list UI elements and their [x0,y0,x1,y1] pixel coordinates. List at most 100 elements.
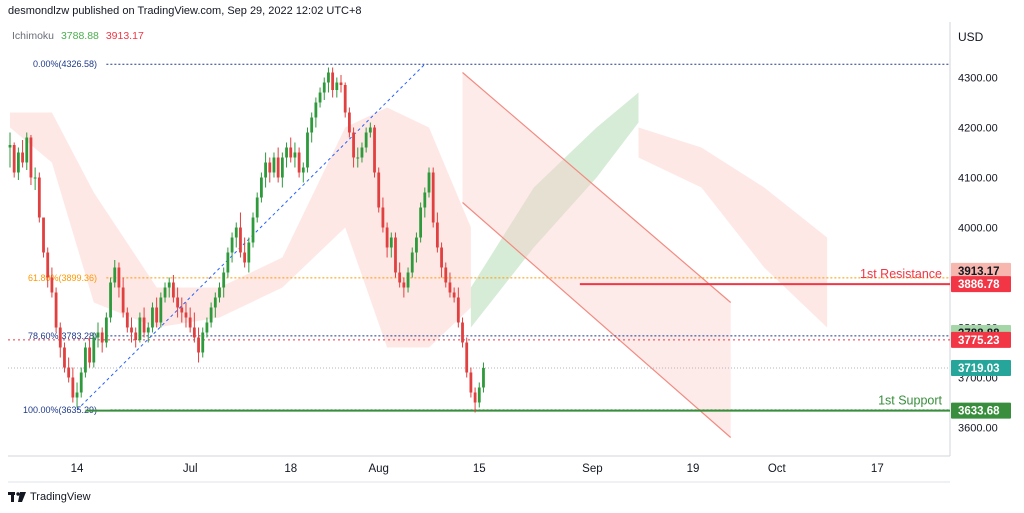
candle-body [134,332,138,340]
candle [310,112,314,143]
candle-body [63,347,66,368]
candle-body [172,282,175,298]
candle [176,287,179,318]
candle [180,297,184,323]
candle-body [12,145,16,173]
candle-body [297,152,301,173]
candle [314,97,318,128]
candle [46,247,50,288]
price-label-badge: 3913.17 [951,262,1011,279]
candle-body [46,252,50,278]
candle-body [482,368,485,388]
candle-body [465,342,469,373]
candle [301,162,305,183]
candle [58,322,62,358]
candle-body [318,92,322,103]
candle [159,292,163,328]
candle-body [285,147,288,158]
candle [377,167,381,213]
candle [251,212,255,248]
indicator-value-b: 3913.17 [105,30,144,42]
candle-body [21,152,24,163]
candle [167,277,171,298]
price-label-badge: 3719.03 [951,359,1011,376]
candle [368,122,372,138]
candle-body [368,127,372,133]
candle [343,82,347,118]
candle [452,287,456,303]
candle [125,307,129,333]
candle [155,297,159,328]
time-axis[interactable]: 14 Jul 18 Aug 15 Sep 19 Oct 17 [71,463,884,475]
candle [142,307,146,338]
candle [50,267,54,298]
time-tick-label: 17 [871,463,884,475]
candle [138,312,142,343]
candle-body [201,332,205,353]
candle-body [92,337,96,363]
time-tick-label: Sep [582,463,602,475]
candle [67,357,71,383]
time-tick-label: 19 [687,463,700,475]
candlestick-series [8,67,485,413]
candle-body [159,297,163,323]
candle [63,342,66,373]
candle [201,327,205,358]
candle [12,142,16,178]
candle-body [477,387,481,403]
candle [444,262,448,288]
candle [8,132,12,168]
candle-body [37,177,41,218]
candle-body [104,317,108,343]
price-label-bg [951,402,1011,419]
candle-body [218,287,221,298]
candle [268,157,272,183]
candle [109,277,112,323]
candle-body [415,237,418,253]
candle [352,127,355,168]
candle-body [339,82,343,85]
candle-body [398,272,402,283]
candle-body [435,222,439,248]
resistance-annotation: 1st Resistance [860,267,942,281]
price-axis[interactable]: 3600.003700.003800.003900.004000.004100.… [951,73,1011,435]
candle [335,77,339,98]
candle-body [431,172,435,223]
candle [398,262,402,288]
candle-body [469,372,473,393]
cloud-segment-green [470,92,639,328]
candle [33,167,37,190]
candle-body [88,347,92,363]
candle-body [239,227,242,253]
candle-body [167,282,171,288]
descending-channel [462,72,732,438]
candle-body [213,297,217,308]
candle-body [293,152,297,158]
candle-body [419,207,423,238]
candle-body [42,217,45,253]
candle [117,262,121,298]
candle-body [100,332,104,343]
candle [71,367,75,403]
candle [255,192,259,223]
price-label-text: 3633.68 [958,406,1000,418]
indicator-legend[interactable]: Ichimoku 3788.88 3913.17 [12,30,148,42]
candle-body [33,177,37,179]
candle [419,202,423,243]
candle [100,327,104,353]
candle-body [272,157,276,173]
candle-body [356,157,360,159]
candle-body [176,297,179,308]
candle-body [243,252,247,263]
candle [213,292,217,318]
time-tick-label: Aug [368,463,388,475]
candle-body [381,207,385,228]
candle [440,242,443,278]
candle [394,232,397,278]
price-label-bg [951,359,1011,376]
candle [469,367,473,398]
candle [226,247,230,278]
candle [406,267,410,293]
tradingview-brand[interactable]: TradingView [8,491,91,503]
